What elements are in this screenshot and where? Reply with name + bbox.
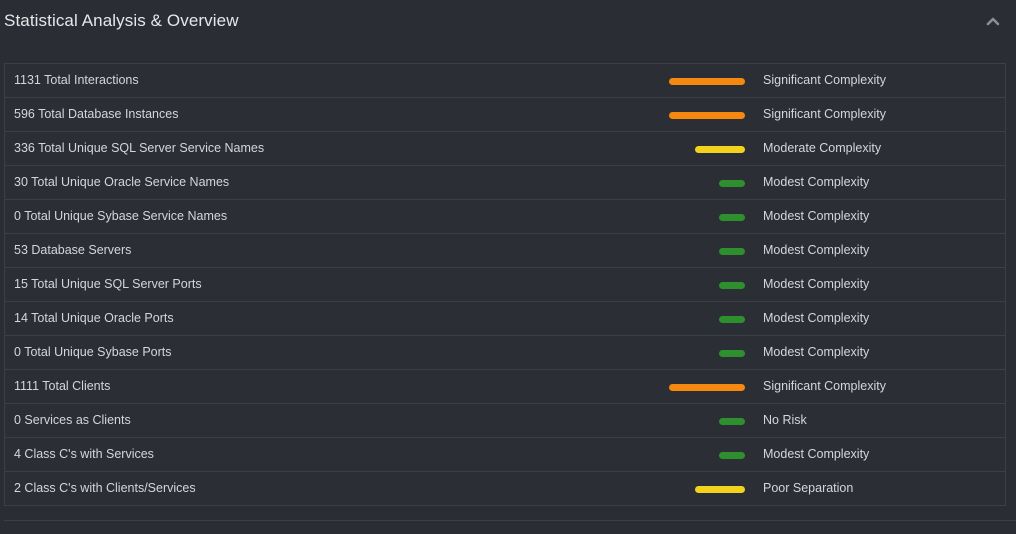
panel-title: Statistical Analysis & Overview [4, 11, 239, 30]
stats-table: 1131 Total Interactions Significant Compl… [4, 63, 1006, 506]
stat-row: 1131 Total Interactions Significant Compl… [5, 64, 1005, 98]
stat-label: 4 Class C's with Services [14, 447, 154, 461]
complexity-status: No Risk [763, 413, 807, 427]
stat-label: 1111 Total Clients [14, 379, 111, 393]
stat-label: 15 Total Unique SQL Server Ports [14, 277, 202, 291]
complexity-status: Modest Complexity [763, 175, 870, 189]
stat-label: 0 Services as Clients [14, 413, 131, 427]
stat-row: 2 Class C's with Clients/Services Poor Se… [5, 472, 1005, 506]
complexity-status: Poor Separation [763, 481, 854, 495]
stat-row: 53 Database Servers Modest Complexity [5, 234, 1005, 268]
stat-row: 596 Total Database Instances Significant … [5, 98, 1005, 132]
chevron-up-icon[interactable] [984, 12, 1002, 30]
stat-label: 596 Total Database Instances [14, 107, 179, 121]
panel-header: Statistical Analysis & Overview [0, 0, 1016, 44]
stat-row: 0 Total Unique Sybase Ports Modest Comple… [5, 336, 1005, 370]
complexity-status: Modest Complexity [763, 243, 870, 257]
stat-row: 0 Total Unique Sybase Service Names Modes… [5, 200, 1005, 234]
complexity-status: Significant Complexity [763, 107, 886, 121]
stat-label: 0 Total Unique Sybase Ports [14, 345, 172, 359]
divider [4, 520, 1016, 521]
complexity-indicator-bar [669, 112, 745, 119]
complexity-status: Significant Complexity [763, 73, 886, 87]
complexity-indicator-bar [695, 146, 745, 153]
complexity-indicator-bar [719, 180, 745, 187]
stat-label: 30 Total Unique Oracle Service Names [14, 175, 230, 189]
complexity-indicator-bar [719, 282, 745, 289]
complexity-indicator-bar [669, 384, 745, 391]
complexity-status: Modest Complexity [763, 209, 870, 223]
complexity-indicator-bar [719, 418, 745, 425]
stat-label: 336 Total Unique SQL Server Service Name… [14, 141, 265, 155]
stat-row: 0 Services as Clients No Risk [5, 404, 1005, 438]
complexity-indicator-bar [719, 316, 745, 323]
stat-row: 336 Total Unique SQL Server Service Name… [5, 132, 1005, 166]
complexity-indicator-bar [719, 452, 745, 459]
complexity-indicator-bar [719, 214, 745, 221]
stat-row: 15 Total Unique SQL Server Ports Modest C… [5, 268, 1005, 302]
complexity-status: Modest Complexity [763, 277, 870, 291]
stat-row: 1111 Total Clients Significant Complexity [5, 370, 1005, 404]
complexity-status: Significant Complexity [763, 379, 886, 393]
complexity-status: Modest Complexity [763, 311, 870, 325]
stat-label: 53 Database Servers [14, 243, 132, 257]
stat-row: 4 Class C's with Services Modest Complexi… [5, 438, 1005, 472]
complexity-indicator-bar [695, 486, 745, 493]
stat-row: 30 Total Unique Oracle Service Names Mode… [5, 166, 1005, 200]
stat-label: 1131 Total Interactions [14, 73, 139, 87]
complexity-indicator-bar [669, 78, 745, 85]
complexity-status: Moderate Complexity [763, 141, 882, 155]
complexity-status: Modest Complexity [763, 447, 870, 461]
stat-row: 14 Total Unique Oracle Ports Modest Compl… [5, 302, 1005, 336]
stat-label: 14 Total Unique Oracle Ports [14, 311, 174, 325]
stat-label: 0 Total Unique Sybase Service Names [14, 209, 228, 223]
complexity-indicator-bar [719, 350, 745, 357]
complexity-indicator-bar [719, 248, 745, 255]
complexity-status: Modest Complexity [763, 345, 870, 359]
stat-label: 2 Class C's with Clients/Services [14, 481, 196, 495]
